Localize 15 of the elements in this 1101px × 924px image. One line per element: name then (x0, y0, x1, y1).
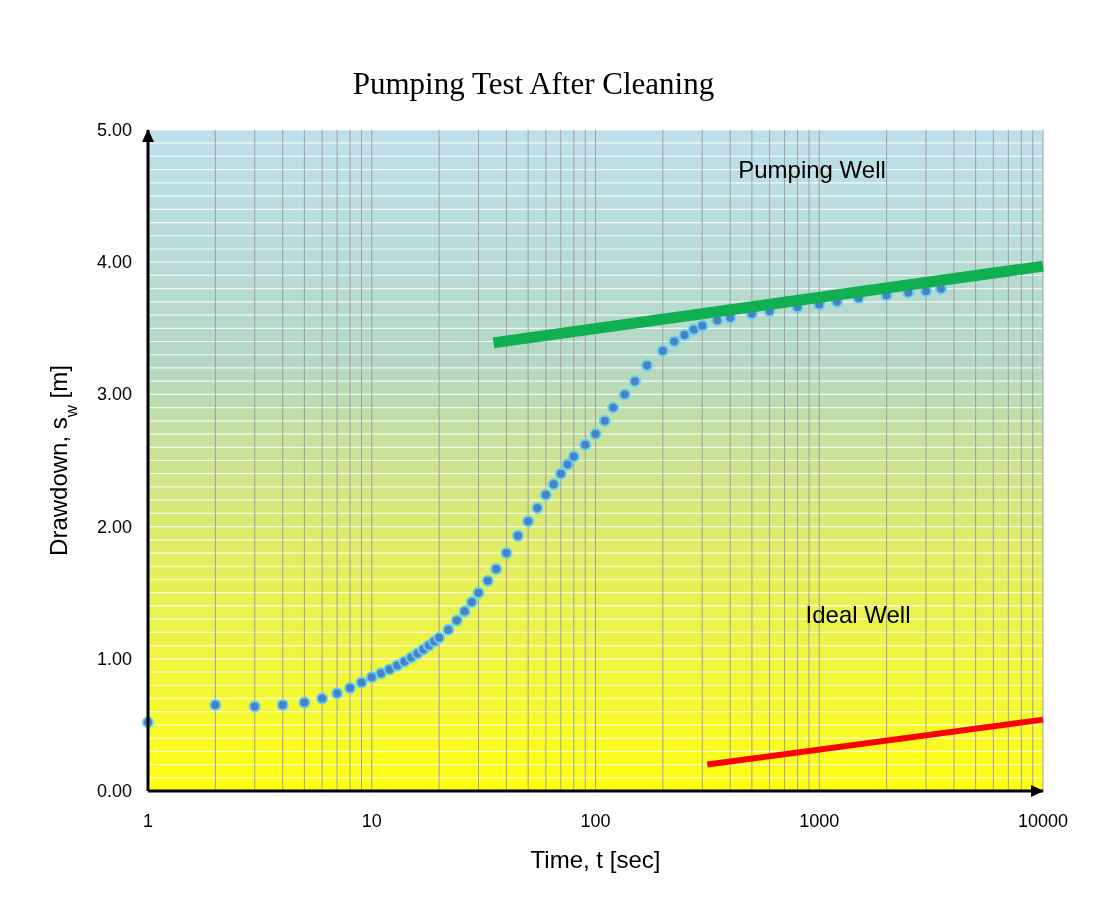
x-tick-label: 10000 (1017, 811, 1069, 831)
x-tick-label: 10 (361, 811, 382, 831)
x-tick-label: 1000 (799, 811, 840, 831)
annotation: Pumping Well (738, 156, 886, 183)
annotation: Ideal Well (805, 601, 911, 628)
y-tick-label: 2.00 (96, 516, 132, 537)
y-tick-label: 1.00 (96, 648, 132, 669)
y-tick-label: 4.00 (96, 252, 132, 273)
y-tick-label: 3.00 (96, 384, 132, 405)
x-axis-title: Time, t [sec] (530, 846, 661, 873)
chart-title: Pumping Test After Cleaning (352, 66, 715, 101)
x-tick-label: 1 (142, 811, 154, 831)
x-tick-label: 100 (580, 811, 611, 831)
y-tick-label: 5.00 (96, 120, 132, 140)
y-tick-label: 0.00 (96, 781, 132, 801)
